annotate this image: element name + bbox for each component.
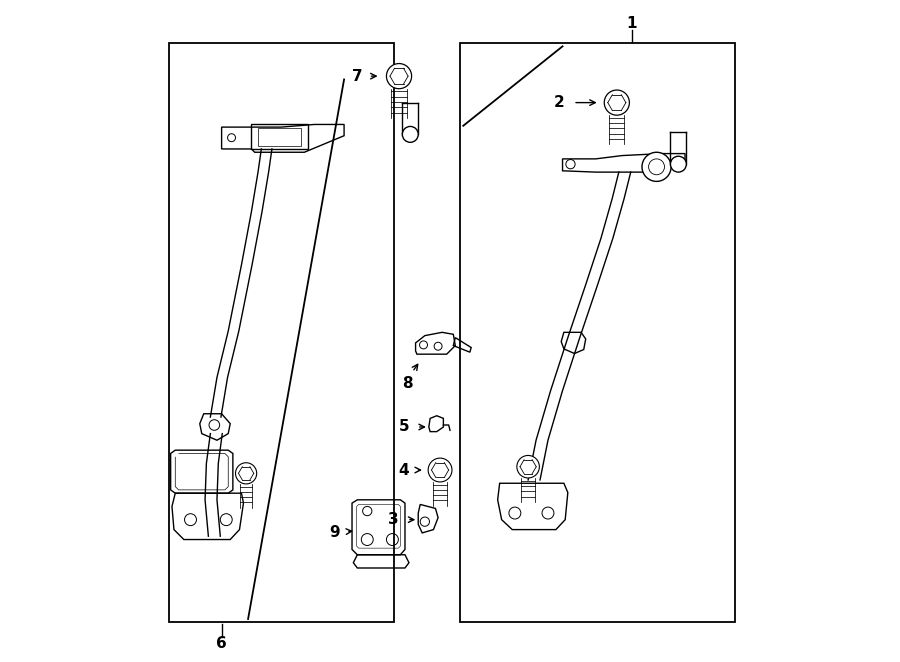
Text: 3: 3	[389, 512, 399, 527]
Text: 9: 9	[328, 526, 339, 540]
Text: 6: 6	[216, 636, 227, 651]
Circle shape	[642, 152, 671, 181]
Circle shape	[670, 156, 687, 172]
Circle shape	[386, 64, 411, 89]
Text: 8: 8	[401, 377, 412, 391]
Circle shape	[402, 126, 418, 142]
Text: 2: 2	[554, 95, 564, 110]
Circle shape	[517, 455, 539, 478]
Text: 4: 4	[399, 463, 409, 477]
Text: 1: 1	[626, 16, 637, 30]
Circle shape	[604, 90, 629, 115]
Circle shape	[236, 463, 256, 484]
Circle shape	[428, 458, 452, 482]
Text: 7: 7	[352, 69, 363, 83]
Text: 5: 5	[399, 420, 409, 434]
